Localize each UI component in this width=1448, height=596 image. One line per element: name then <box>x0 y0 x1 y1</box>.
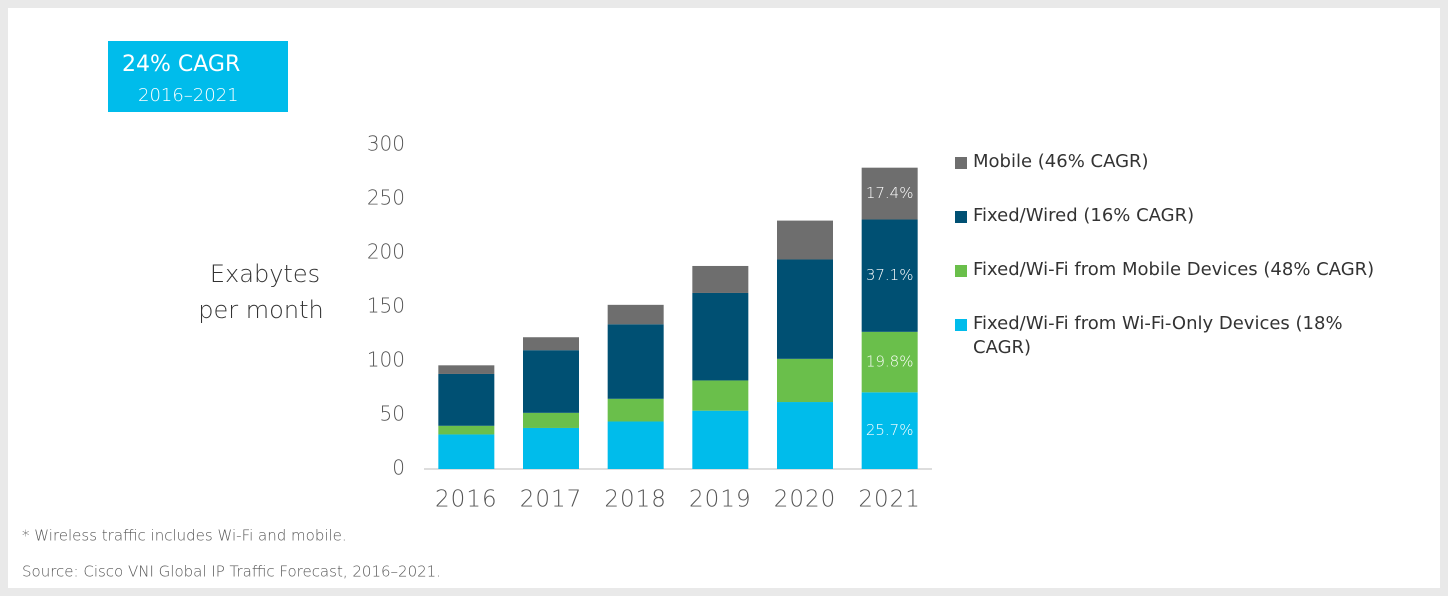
share-label: 19.8% <box>866 353 914 371</box>
share-label: 17.4% <box>866 184 914 202</box>
bar-segment <box>861 331 918 393</box>
bar-segment <box>523 427 579 469</box>
y-tick-label: 100 <box>367 348 405 372</box>
x-tick-label: 2017 <box>520 487 583 513</box>
x-tick-label: 2021 <box>858 487 921 513</box>
legend-item: Fixed/Wired (16% CAGR) <box>955 204 1363 228</box>
y-tick-label: 0 <box>392 456 405 480</box>
y-tick-label: 250 <box>367 186 405 210</box>
badge-title: 24% CAGR <box>122 52 240 77</box>
bar-segment <box>861 167 918 220</box>
bar-segment <box>692 380 749 411</box>
x-tick-label: 2019 <box>689 487 752 513</box>
bar-segment <box>523 337 579 351</box>
bar-segment <box>692 265 749 293</box>
bar-segment <box>692 410 749 469</box>
bar-segment <box>607 324 664 399</box>
legend-swatch <box>955 265 967 277</box>
legend-label: Fixed/Wired (16% CAGR) <box>973 205 1195 226</box>
y-tick-label: 200 <box>367 240 405 264</box>
bar-segment <box>607 304 664 325</box>
bar-segment <box>777 259 833 359</box>
legend-swatch <box>955 319 967 331</box>
legend-item: Mobile (46% CAGR) <box>955 150 1363 174</box>
legend-swatch <box>955 157 967 169</box>
bar-segment <box>438 365 495 374</box>
badge <box>108 41 288 112</box>
bar-segment <box>861 219 918 332</box>
legend-item: Fixed/Wi-Fi from Wi-Fi-Only Devices (18%… <box>955 312 1363 360</box>
bar-segment <box>607 421 664 469</box>
legend-swatch <box>955 211 967 223</box>
y-axis-label: Exabytes <box>210 260 320 288</box>
bar-segment <box>777 220 833 260</box>
bar-segment <box>438 373 495 426</box>
x-tick-label: 2018 <box>604 487 667 513</box>
y-axis-label: per month <box>198 296 323 324</box>
x-tick-label: 2020 <box>774 487 837 513</box>
share-label: 37.1% <box>866 266 914 284</box>
bar-segment <box>777 402 833 469</box>
legend-label: Fixed/Wi-Fi from Wi-Fi-Only Devices (18%… <box>973 313 1343 358</box>
legend-item: Fixed/Wi-Fi from Mobile Devices (48% CAG… <box>955 258 1448 282</box>
legend-label: Mobile (46% CAGR) <box>973 151 1149 172</box>
bar-segment <box>692 292 749 381</box>
footnote: * Wireless traffic includes Wi-Fi and mo… <box>22 527 347 545</box>
bar-segment <box>777 358 833 403</box>
bar-segment <box>861 392 918 469</box>
bar-segment <box>607 398 664 422</box>
bar-segment <box>438 434 495 469</box>
y-tick-label: 50 <box>380 402 405 426</box>
legend: Mobile (46% CAGR) Fixed/Wired (16% CAGR) F… <box>955 150 1445 390</box>
legend-label: Fixed/Wi-Fi from Mobile Devices (48% CAG… <box>973 259 1375 280</box>
share-label: 25.7% <box>866 421 914 439</box>
footnote: Source: Cisco VNI Global IP Traffic Fore… <box>22 563 441 581</box>
bar-segment <box>523 412 579 428</box>
y-tick-label: 150 <box>367 294 405 318</box>
badge-subtitle: 2016–2021 <box>138 85 239 106</box>
x-tick-label: 2016 <box>435 487 498 513</box>
bar-segment <box>523 350 579 413</box>
bar-segment <box>438 425 495 435</box>
y-tick-label: 300 <box>367 132 405 156</box>
